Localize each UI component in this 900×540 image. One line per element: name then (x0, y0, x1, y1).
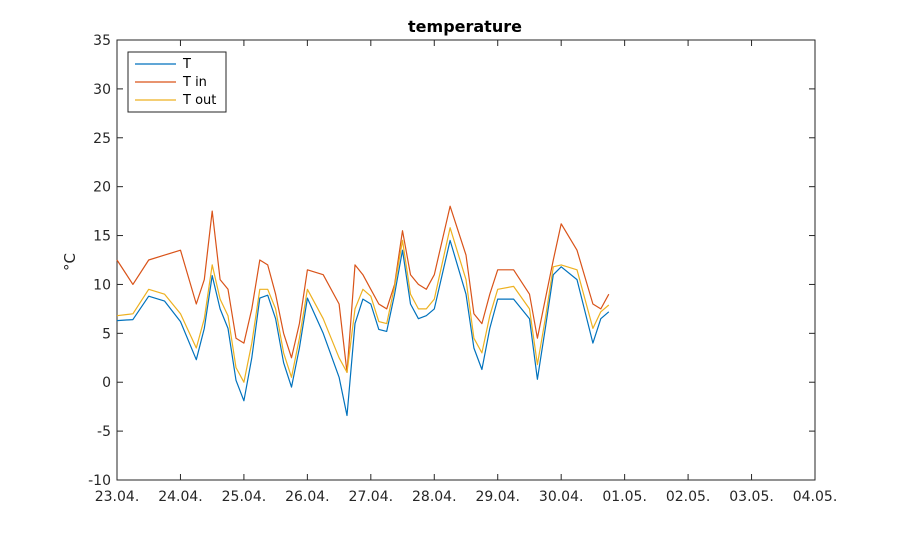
legend: T T in T out (127, 51, 227, 113)
legend-label-t-in: T in (182, 75, 207, 90)
x-tick-label: 26.04. (285, 489, 330, 505)
legend-label-t: T (182, 57, 191, 72)
x-tick-label: 02.05. (666, 489, 711, 505)
y-tick-label: 35 (93, 33, 111, 49)
x-tick-label: 01.05. (602, 489, 647, 505)
y-tick-label: 20 (93, 180, 111, 196)
x-tick-label: 23.04. (95, 489, 140, 505)
y-tick-label: 5 (102, 326, 111, 342)
series-layer (116, 205, 610, 417)
y-tick-label: 0 (102, 375, 111, 391)
x-tick-label: 04.05. (793, 489, 838, 505)
plot-frame (116, 39, 816, 481)
plot-area: 23.04. 24.04. 25.04. 26.04. 27.04. 28.04. 29.0… (88, 33, 837, 505)
y-tick-label: 30 (93, 82, 111, 98)
x-tick-label: 29.04. (475, 489, 520, 505)
y-tick-label: 25 (93, 131, 111, 147)
y-axis-label: °C (61, 253, 79, 271)
x-tick-label: 24.04. (158, 489, 203, 505)
x-tick-label: 03.05. (729, 489, 774, 505)
x-tick-label: 27.04. (349, 489, 394, 505)
y-tick-label: -5 (97, 424, 111, 440)
y-tick-label: 15 (93, 229, 111, 245)
legend-label-t-out: T out (182, 93, 216, 108)
ticks-layer: 23.04. 24.04. 25.04. 26.04. 27.04. 28.04. 29.0… (88, 33, 837, 505)
chart-title: temperature (408, 17, 522, 36)
x-tick-label: 28.04. (412, 489, 457, 505)
y-tick-label: -10 (88, 473, 111, 489)
series-line-t-in (116, 205, 610, 373)
series-line-t-out (116, 227, 610, 383)
series-line-t (116, 239, 610, 417)
x-tick-label: 30.04. (539, 489, 584, 505)
y-tick-label: 10 (93, 277, 111, 293)
x-tick-label: 25.04. (222, 489, 267, 505)
